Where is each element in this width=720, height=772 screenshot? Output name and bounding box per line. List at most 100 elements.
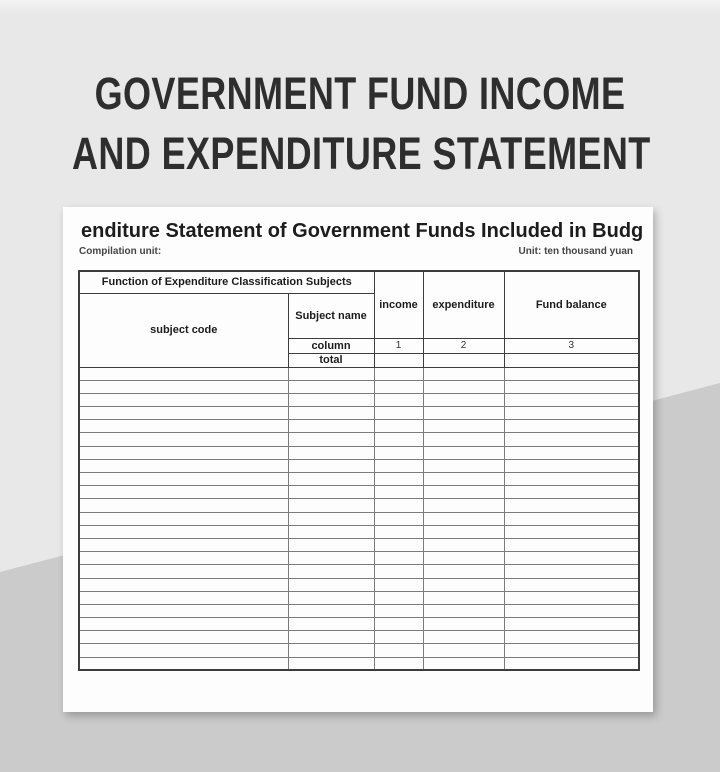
empty-cell [503, 458, 640, 474]
empty-cell [422, 379, 505, 394]
poster-title-line2: AND EXPENDITURE STATEMENT [72, 128, 651, 179]
empty-cell [373, 432, 424, 447]
empty-cell [78, 445, 289, 460]
empty-cell [287, 485, 375, 500]
empty-cell [287, 603, 375, 619]
empty-cell [503, 485, 640, 500]
empty-cell [287, 471, 375, 487]
spreadsheet-panel: enditure Statement of Government Funds I… [63, 207, 653, 712]
empty-cell [287, 630, 375, 645]
empty-row [78, 406, 640, 421]
column-number-income: 1 [373, 337, 424, 354]
empty-row [78, 577, 640, 592]
header-income: income [373, 270, 424, 339]
empty-cell [373, 630, 424, 645]
empty-cell [503, 406, 640, 421]
empty-row [78, 432, 640, 447]
empty-cell [503, 366, 640, 381]
empty-cell [503, 392, 640, 408]
empty-cell [422, 603, 505, 619]
empty-cell [373, 471, 424, 487]
empty-cell [373, 445, 424, 460]
empty-cell [78, 656, 289, 671]
empty-cell [422, 617, 505, 632]
empty-cell [373, 590, 424, 605]
empty-cell [287, 564, 375, 579]
empty-cell [78, 617, 289, 632]
empty-row [78, 656, 640, 671]
background-top-highlight [0, 0, 720, 14]
header-function-subjects: Function of Expenditure Classification S… [78, 270, 375, 294]
header-row-function: Function of Expenditure Classification S… [78, 270, 640, 339]
empty-cell [78, 564, 289, 579]
empty-cell [287, 656, 375, 671]
empty-cell [422, 630, 505, 645]
column-number-fund-balance: 3 [503, 337, 640, 354]
header-total-label: total [287, 352, 375, 368]
empty-cell [287, 458, 375, 474]
empty-cell [503, 498, 640, 513]
empty-row [78, 485, 640, 500]
empty-cell [78, 471, 289, 487]
empty-rows-body [78, 366, 640, 671]
empty-cell [78, 392, 289, 408]
empty-cell [287, 419, 375, 434]
empty-row [78, 551, 640, 566]
empty-cell [287, 617, 375, 632]
empty-row [78, 564, 640, 579]
empty-cell [287, 524, 375, 539]
empty-cell [422, 419, 505, 434]
empty-cell [78, 511, 289, 526]
empty-cell [373, 656, 424, 671]
empty-row [78, 511, 640, 526]
empty-cell [503, 577, 640, 592]
empty-cell [78, 630, 289, 645]
empty-cell [422, 537, 505, 553]
empty-row [78, 392, 640, 408]
poster-title-line1: GOVERNMENT FUND INCOME [94, 68, 626, 119]
empty-row [78, 590, 640, 605]
empty-row [78, 537, 640, 553]
empty-cell [422, 485, 505, 500]
empty-cell [78, 551, 289, 566]
empty-cell [373, 485, 424, 500]
empty-cell [373, 511, 424, 526]
empty-cell [422, 458, 505, 474]
empty-cell [503, 564, 640, 579]
column-number-row: column 1 2 3 [79, 337, 640, 354]
header-column-label: column [287, 337, 375, 354]
empty-row [78, 524, 640, 539]
empty-cell [78, 458, 289, 474]
header-subject-code: subject code [78, 292, 289, 368]
empty-cell [78, 537, 289, 553]
sheet-title: enditure Statement of Government Funds I… [81, 220, 644, 242]
empty-row [78, 419, 640, 434]
empty-cell [287, 577, 375, 592]
empty-cell [503, 511, 640, 526]
empty-cell [78, 366, 289, 381]
empty-cell [287, 590, 375, 605]
header-row-subject: subject code Subject name [78, 292, 639, 368]
empty-cell [78, 406, 289, 421]
empty-cell [422, 406, 505, 421]
empty-cell [422, 511, 505, 526]
empty-cell [287, 366, 375, 381]
empty-cell [503, 656, 640, 671]
total-fund-balance-cell [503, 352, 640, 368]
empty-cell [78, 590, 289, 605]
empty-cell [503, 471, 640, 487]
total-expenditure-cell [422, 352, 505, 368]
empty-cell [503, 603, 640, 619]
empty-cell [373, 392, 424, 408]
header-subject-name: Subject name [287, 292, 375, 339]
empty-row [78, 471, 640, 487]
poster-title: GOVERNMENT FUND INCOME AND EXPENDITURE S… [72, 64, 651, 184]
empty-cell [422, 498, 505, 513]
empty-cell [373, 577, 424, 592]
empty-row [78, 630, 640, 645]
empty-row [78, 379, 640, 394]
empty-row [78, 498, 640, 513]
empty-cell [373, 537, 424, 553]
empty-cell [422, 366, 505, 381]
